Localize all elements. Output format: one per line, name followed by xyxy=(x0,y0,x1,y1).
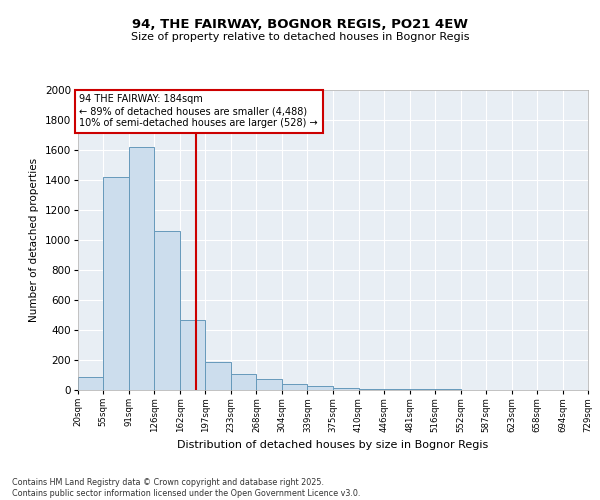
Text: 94, THE FAIRWAY, BOGNOR REGIS, PO21 4EW: 94, THE FAIRWAY, BOGNOR REGIS, PO21 4EW xyxy=(132,18,468,30)
Bar xyxy=(129,147,154,390)
Y-axis label: Number of detached properties: Number of detached properties xyxy=(29,158,39,322)
Bar xyxy=(282,384,307,390)
Bar xyxy=(103,177,129,390)
Bar xyxy=(334,388,359,390)
Bar xyxy=(154,231,180,390)
Text: Size of property relative to detached houses in Bognor Regis: Size of property relative to detached ho… xyxy=(131,32,469,42)
Bar xyxy=(359,388,385,390)
Bar xyxy=(410,389,435,390)
X-axis label: Distribution of detached houses by size in Bognor Regis: Distribution of detached houses by size … xyxy=(178,440,488,450)
Text: Contains HM Land Registry data © Crown copyright and database right 2025.
Contai: Contains HM Land Registry data © Crown c… xyxy=(12,478,361,498)
Bar xyxy=(78,376,103,390)
Bar xyxy=(205,362,231,390)
Text: 94 THE FAIRWAY: 184sqm
← 89% of detached houses are smaller (4,488)
10% of semi-: 94 THE FAIRWAY: 184sqm ← 89% of detached… xyxy=(79,94,318,128)
Bar xyxy=(256,379,282,390)
Bar xyxy=(231,374,256,390)
Bar xyxy=(385,389,410,390)
Bar xyxy=(307,386,334,390)
Bar xyxy=(180,320,205,390)
